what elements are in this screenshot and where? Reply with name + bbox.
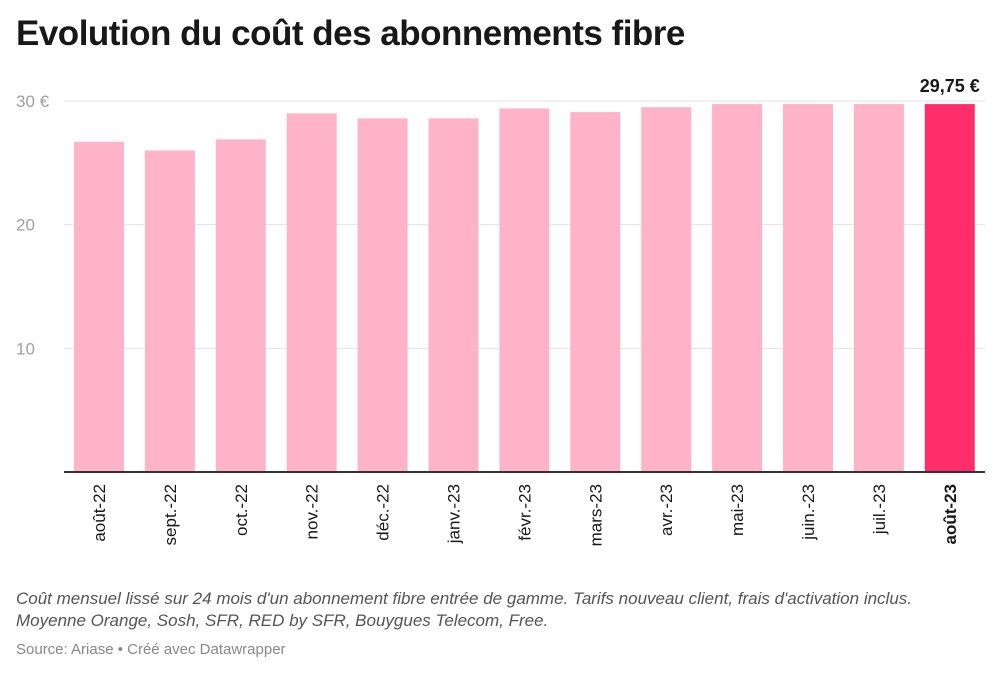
bar bbox=[712, 104, 763, 472]
x-tick-label: août-22 bbox=[90, 484, 109, 542]
x-tick-label: mai-23 bbox=[728, 484, 747, 536]
value-label: 29,75 € bbox=[920, 76, 980, 96]
bar bbox=[783, 104, 833, 472]
bar bbox=[853, 104, 904, 472]
x-axis-ticks: août-22 sept.-22 oct.-22 nov.-22 déc.-22 janv… bbox=[90, 484, 960, 546]
x-tick-label: août-23 bbox=[941, 484, 960, 544]
y-tick-label: 10 bbox=[16, 339, 35, 358]
bar bbox=[215, 139, 266, 472]
bar bbox=[641, 107, 692, 472]
x-tick-label: nov.-22 bbox=[303, 484, 322, 539]
chart-note: Coût mensuel lissé sur 24 mois d'un abon… bbox=[16, 589, 913, 630]
x-tick-label: juin.-23 bbox=[799, 484, 818, 541]
bar bbox=[286, 113, 337, 472]
bar bbox=[144, 150, 195, 472]
bar bbox=[499, 108, 550, 473]
y-axis-ticks: 10 20 30 € bbox=[16, 92, 50, 358]
bar bbox=[74, 141, 124, 472]
data-labels: 29,75 € bbox=[920, 76, 980, 96]
x-tick-label: déc.-22 bbox=[374, 484, 393, 541]
x-tick-label: janv.-23 bbox=[445, 484, 464, 544]
bar bbox=[570, 112, 621, 472]
bar bbox=[428, 118, 479, 473]
bar bbox=[357, 118, 408, 473]
bars bbox=[74, 104, 975, 473]
y-tick-label: 20 bbox=[16, 216, 35, 235]
y-tick-label: 30 € bbox=[16, 92, 50, 111]
chart-source: Source: Ariase • Créé avec Datawrapper bbox=[16, 641, 286, 658]
x-tick-label: sept.-22 bbox=[161, 484, 180, 545]
x-tick-label: oct.-22 bbox=[232, 484, 251, 536]
chart-title: Evolution du coût des abonnements fibre bbox=[16, 14, 685, 53]
x-tick-label: avr.-23 bbox=[657, 484, 676, 536]
x-tick-label: mars-23 bbox=[586, 484, 605, 546]
x-tick-label: juil.-23 bbox=[870, 484, 889, 535]
x-tick-label: févr.-23 bbox=[515, 484, 534, 541]
bar bbox=[924, 104, 975, 472]
